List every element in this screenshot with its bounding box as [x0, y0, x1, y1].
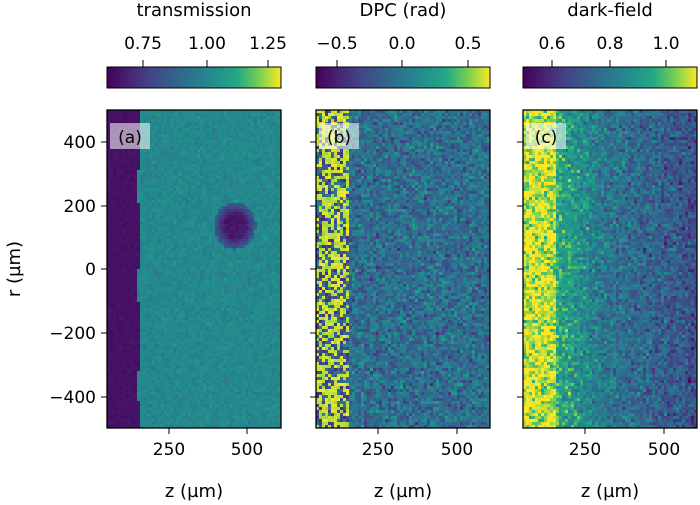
panel-label-b: (b): [327, 128, 351, 148]
x-ticks-b: 250 500: [362, 428, 473, 460]
x-axis-label-c: z (µm): [581, 481, 639, 502]
colorbar-label-c: dark-field: [567, 0, 653, 21]
panel-a: transmission 0.75 1.00 1.25 (a) 400 200 …: [4, 0, 287, 502]
panel-label-c: (c): [535, 128, 558, 148]
panel-label-box-a: (a): [110, 123, 150, 149]
colorbar-b: [315, 60, 491, 89]
colorbar-c: [522, 60, 698, 89]
y-tick-0: 400: [64, 133, 96, 153]
colorbar-label-b: DPC (rad): [360, 0, 447, 21]
y-tick-1: 200: [64, 197, 96, 217]
x-tick-a-1: 500: [231, 440, 263, 460]
panel-label-box-c: (c): [526, 123, 566, 149]
panel-label-box-b: (b): [319, 123, 359, 149]
x-axis-label-b: z (µm): [374, 481, 432, 502]
x-ticks-a: 250 500: [153, 428, 263, 460]
y-axis-label: r (µm): [4, 241, 25, 297]
y-tick-2: 0: [85, 260, 96, 280]
y-tick-4: −400: [49, 388, 96, 408]
colorbar-a: [106, 60, 282, 89]
colorbar-tick-b-2: 0.5: [454, 34, 481, 54]
colorbar-tick-b-0: −0.5: [316, 34, 357, 54]
colorbar-tick-c-2: 1.0: [652, 34, 679, 54]
colorbar-tick-a-1: 1.00: [188, 34, 226, 54]
y-tick-3: −200: [49, 324, 96, 344]
x-tick-a-0: 250: [153, 440, 185, 460]
x-tick-c-0: 250: [569, 440, 601, 460]
colorbar-tick-c-1: 0.8: [596, 34, 623, 54]
colorbar-label-a: transmission: [137, 0, 252, 21]
colorbar-tick-b-1: 0.0: [388, 34, 415, 54]
x-tick-c-1: 500: [648, 440, 680, 460]
x-ticks-c: 250 500: [569, 428, 680, 460]
heatmap-b: [316, 110, 490, 428]
heatmap-a: [107, 110, 281, 428]
colorbar-tick-c-0: 0.6: [538, 34, 565, 54]
x-tick-b-0: 250: [362, 440, 394, 460]
y-ticks: 400 200 0 −200 −400: [49, 133, 107, 408]
x-axis-label-a: z (µm): [165, 481, 223, 502]
panel-label-a: (a): [118, 128, 142, 148]
heatmap-c: [523, 110, 697, 428]
colorbar-tick-a-2: 1.25: [249, 34, 287, 54]
panel-c: dark-field 0.6 0.8 1.0 (c) 250: [517, 0, 698, 502]
y-ticks-c: [517, 141, 523, 398]
x-tick-b-1: 500: [441, 440, 473, 460]
colorbar-tick-a-0: 0.75: [124, 34, 162, 54]
panel-b: DPC (rad) −0.5 0.0 0.5 (b) 250: [310, 0, 491, 502]
y-ticks-b: [310, 141, 316, 398]
